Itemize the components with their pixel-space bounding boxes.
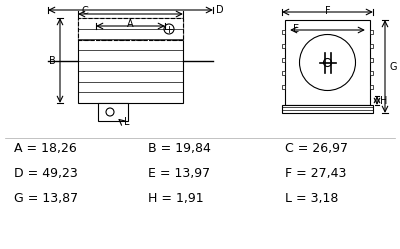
Bar bbox=[282, 71, 285, 75]
Bar bbox=[370, 85, 373, 89]
Text: D = 49,23: D = 49,23 bbox=[14, 167, 78, 180]
Text: F = 27,43: F = 27,43 bbox=[285, 167, 346, 180]
Bar bbox=[78, 18, 183, 40]
Bar bbox=[370, 71, 373, 75]
Text: D: D bbox=[216, 5, 224, 15]
Text: C = 26,97: C = 26,97 bbox=[285, 141, 348, 154]
Text: E = 13,97: E = 13,97 bbox=[148, 167, 210, 180]
Text: E: E bbox=[293, 24, 299, 34]
Bar bbox=[370, 58, 373, 62]
Bar bbox=[282, 58, 285, 62]
Bar bbox=[282, 85, 285, 89]
Text: B = 19,84: B = 19,84 bbox=[148, 141, 211, 154]
Bar bbox=[370, 44, 373, 48]
Text: A: A bbox=[127, 19, 134, 29]
Text: A = 18,26: A = 18,26 bbox=[14, 141, 77, 154]
Bar bbox=[285, 20, 370, 105]
Text: G = 13,87: G = 13,87 bbox=[14, 191, 78, 204]
Text: H: H bbox=[380, 96, 387, 106]
Text: L = 3,18: L = 3,18 bbox=[285, 191, 338, 204]
Bar bbox=[282, 30, 285, 34]
Bar bbox=[282, 105, 373, 113]
Text: L: L bbox=[124, 117, 130, 127]
Bar bbox=[98, 103, 128, 121]
Text: C: C bbox=[82, 6, 89, 16]
Text: B: B bbox=[49, 56, 56, 65]
Bar bbox=[370, 30, 373, 34]
Bar bbox=[282, 44, 285, 48]
Text: G: G bbox=[389, 62, 396, 71]
Bar bbox=[78, 18, 183, 103]
Text: F: F bbox=[325, 6, 330, 16]
Circle shape bbox=[300, 35, 356, 90]
Circle shape bbox=[106, 108, 114, 116]
Text: H = 1,91: H = 1,91 bbox=[148, 191, 204, 204]
Circle shape bbox=[324, 59, 332, 66]
Circle shape bbox=[164, 24, 174, 34]
